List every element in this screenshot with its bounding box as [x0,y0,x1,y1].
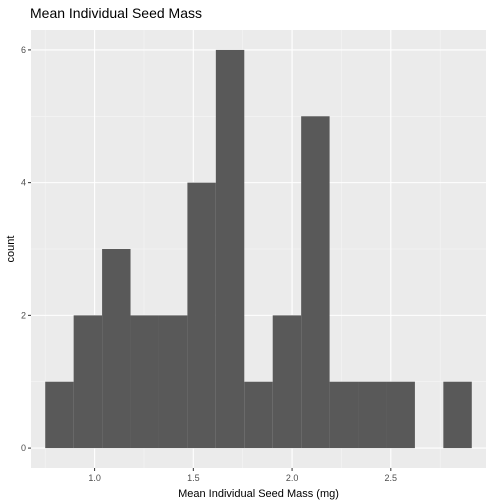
y-tick-label: 6 [21,45,26,55]
bars [45,49,472,449]
histogram-bar-7 [215,49,245,449]
chart-title: Mean Individual Seed Mass [30,5,202,21]
histogram-bar-10 [301,116,330,449]
y-tick-label: 4 [21,178,26,188]
histogram-bar-8 [244,381,273,449]
histogram-bar-11 [329,381,359,449]
histogram-bar-4 [130,315,159,449]
histogram-bar-12 [358,381,387,449]
x-axis-title: Mean Individual Seed Mass (mg) [178,488,339,500]
y-axis: 0 2 4 6 [21,45,31,453]
histogram-bar-5 [158,315,188,449]
histogram-bar-15 [443,381,472,449]
x-axis: 1.0 1.5 2.0 2.5 [88,468,397,483]
histogram-bar-3 [102,249,131,449]
x-tick-label: 1.5 [187,473,200,483]
x-tick-label: 2.5 [385,473,398,483]
x-tick-label: 2.0 [286,473,299,483]
histogram-bar-6 [187,182,216,449]
histogram-bar-9 [272,315,302,449]
y-tick-label: 2 [21,310,26,320]
histogram-bar-1 [45,381,74,449]
x-tick-label: 1.0 [88,473,101,483]
y-tick-label: 0 [21,443,26,453]
histogram-bar-13 [386,381,415,449]
y-axis-title: count [5,236,17,263]
histogram-bar-2 [73,315,103,449]
